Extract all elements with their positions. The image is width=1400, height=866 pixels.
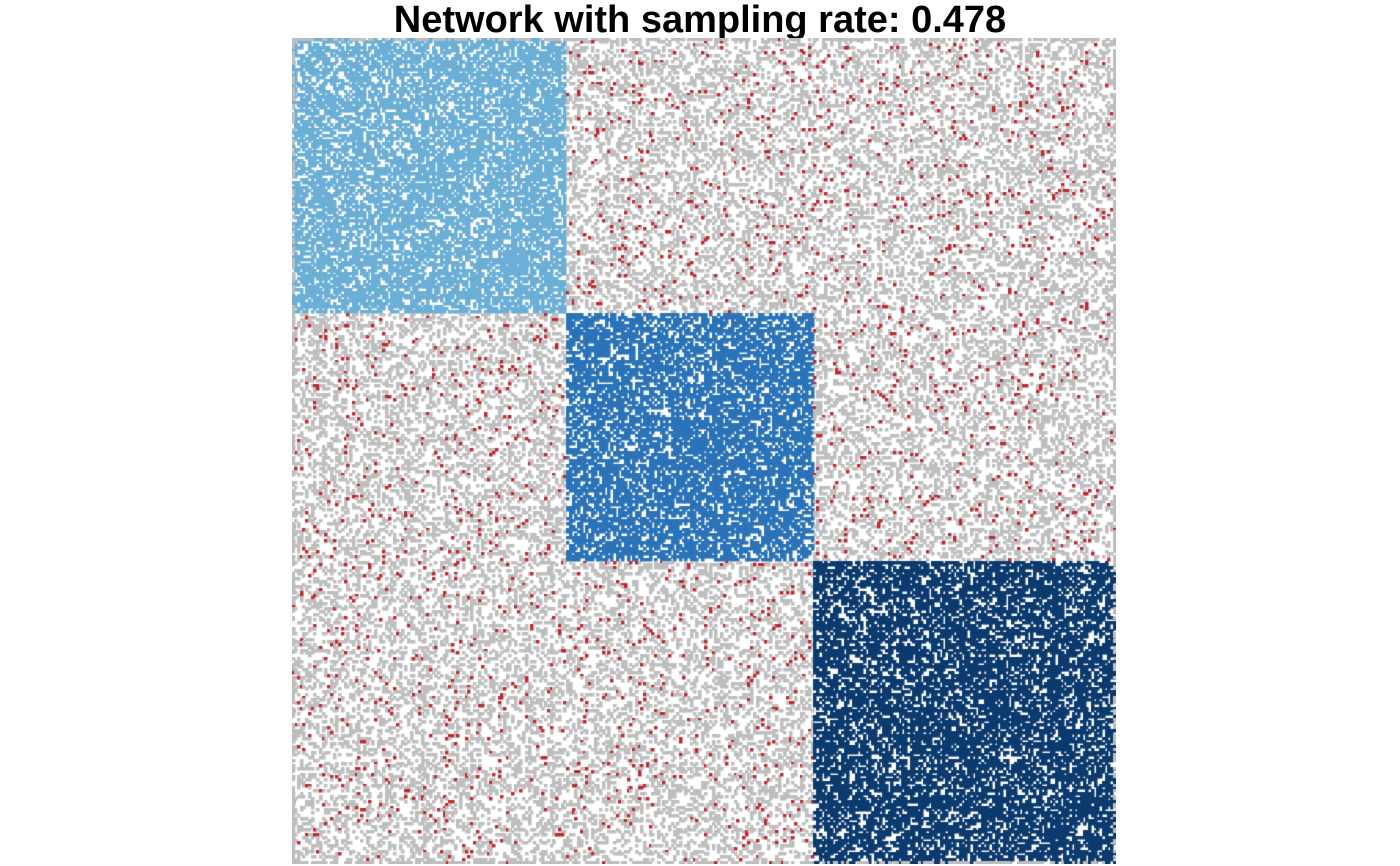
adjacency-matrix-heatmap (292, 38, 1116, 864)
chart-title: Network with sampling rate: 0.478 (393, 0, 1007, 41)
